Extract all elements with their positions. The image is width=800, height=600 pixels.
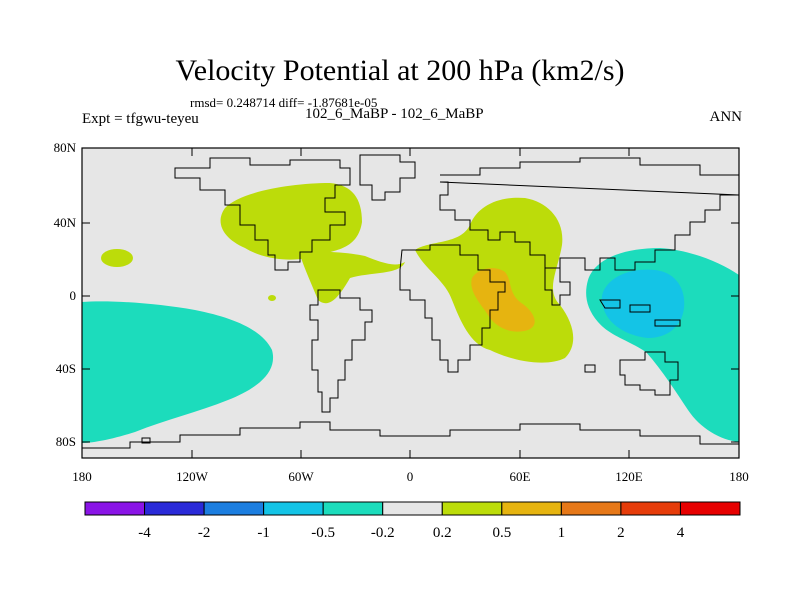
lon-label-180w: 180 — [72, 469, 92, 484]
colorbar-swatch-8 — [560, 501, 622, 516]
colorbar-label-4: -0.2 — [371, 525, 395, 541]
lon-label-60w: 60W — [288, 469, 314, 484]
lat-label-80s: 80S — [56, 434, 76, 449]
coast-africa — [399, 244, 506, 373]
lat-label-80n: 80N — [54, 140, 77, 155]
colorbar-swatch-6 — [441, 501, 503, 516]
experiment-label: Expt = tfgwu-teyeu — [82, 111, 199, 127]
colorbar-swatch-4 — [322, 501, 384, 516]
coast-north-america — [174, 157, 351, 271]
colorbar-label-6: 0.5 — [492, 525, 511, 541]
lon-label-120e: 120E — [615, 469, 643, 484]
anomaly-south-pacific-negative — [82, 301, 274, 443]
coast-islands — [141, 364, 596, 444]
coast-maritime-continent — [599, 299, 681, 327]
lon-label-180e: 180 — [729, 469, 749, 484]
colorbar: -4 -2 -1 -0.5 -0.2 0.2 0.5 1 2 4 — [84, 501, 741, 541]
colorbar-swatch-2 — [203, 501, 265, 516]
colorbar-swatch-1 — [144, 501, 205, 516]
colorbar-label-3: -0.5 — [311, 525, 335, 541]
anomaly-tiny-positive — [268, 295, 276, 301]
lat-label-40n: 40N — [54, 215, 77, 230]
colorbar-swatch-3 — [263, 501, 324, 516]
coastlines — [82, 154, 739, 449]
colorbar-swatch-9 — [620, 501, 681, 516]
coast-south-america — [309, 289, 373, 413]
coast-india — [544, 267, 571, 306]
colorbar-label-8: 2 — [617, 525, 625, 541]
lon-label-0: 0 — [407, 469, 414, 484]
colorbar-swatch-5 — [382, 501, 443, 516]
coast-australia — [619, 351, 679, 396]
colorbar-swatch-10 — [679, 501, 741, 516]
colorbar-swatch-0 — [84, 501, 146, 516]
colorbar-label-9: 4 — [677, 525, 685, 541]
anomaly-east-africa-peak — [471, 268, 535, 332]
colorbar-swatch-7 — [501, 501, 562, 516]
rmsd-diff-stats: rmsd= 0.248714 diff= -1.87681e-05 — [190, 95, 378, 110]
colorbar-label-2: -1 — [257, 525, 270, 541]
anomaly-central-pacific-small-positive — [101, 249, 133, 267]
lon-label-120w: 120W — [176, 469, 209, 484]
lat-label-0: 0 — [70, 288, 77, 303]
lon-label-60e: 60E — [510, 469, 531, 484]
coast-greenland — [359, 154, 416, 201]
season-label: ANN — [709, 109, 743, 125]
lat-label-40s: 40S — [56, 361, 76, 376]
case-comparison-label: 102_6_MaBP - 102_6_MaBP — [305, 106, 484, 122]
plot-title: Velocity Potential at 200 hPa (km2/s) — [175, 54, 625, 87]
colorbar-label-1: -2 — [198, 525, 211, 541]
colorbar-label-5: 0.2 — [433, 525, 452, 541]
coast-antarctica — [82, 421, 739, 449]
axis-ticks — [82, 147, 739, 458]
colorbar-label-0: -4 — [138, 525, 151, 541]
anomaly-west-pacific-core — [601, 269, 685, 338]
colorbar-label-7: 1 — [558, 525, 566, 541]
